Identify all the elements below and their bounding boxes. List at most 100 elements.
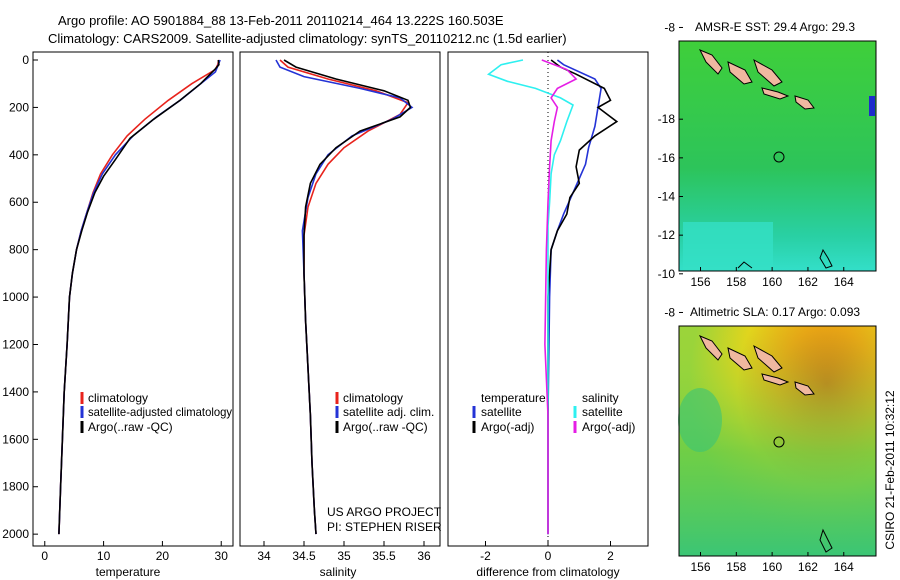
y-tick-label: 1400 xyxy=(2,385,29,399)
island xyxy=(727,347,753,371)
sst-missing-patch xyxy=(869,96,875,116)
map-y-tick-label: -8 xyxy=(664,305,675,319)
difference-legend: temperature satellite Argo(-adj) salinit… xyxy=(472,391,635,434)
x-tick-label: -2 xyxy=(480,549,491,563)
coast-outline xyxy=(737,261,753,269)
x-tick-label: 34 xyxy=(257,549,271,563)
sla-map-title: Altimetric SLA: 0.17 Argo: 0.093 xyxy=(690,305,860,319)
sst-map: AMSR-E SST: 29.4 Argo: 29.3 -8-10-12-14-… xyxy=(664,20,877,289)
island xyxy=(794,381,815,396)
series-line-argo xyxy=(58,59,220,535)
series-line-climatology xyxy=(279,59,410,535)
legend-climatology: climatology xyxy=(343,391,403,405)
map-x-tick-label: 164 xyxy=(834,275,854,289)
legend-satellite: satellite adj. clim. xyxy=(343,405,434,419)
legend-argo: Argo(..raw -QC) xyxy=(88,420,173,434)
map-x-tick-label: 156 xyxy=(690,560,710,574)
map-y-tick-label: -10 xyxy=(658,267,676,281)
coast-outline xyxy=(819,248,833,269)
y-tick-label: 400 xyxy=(9,148,29,162)
salinity-legend: climatology satellite adj. clim. Argo(..… xyxy=(335,391,434,434)
y-tick-label: 200 xyxy=(9,100,29,114)
x-tick-label: 35.5 xyxy=(372,549,396,563)
island xyxy=(753,344,783,373)
annotation-pi: PI: STEPHEN RISER xyxy=(327,520,442,534)
header-line2: Climatology: CARS2009. Satellite-adjuste… xyxy=(48,31,567,46)
legend-temp-argo: Argo(-adj) xyxy=(481,420,534,434)
argo-location-marker xyxy=(773,151,785,163)
series-line-salinity-argo xyxy=(541,59,578,535)
map-x-tick-label: 156 xyxy=(690,275,710,289)
sla-map-frame xyxy=(678,325,877,557)
sst-map-title: AMSR-E SST: 29.4 Argo: 29.3 xyxy=(695,20,855,34)
y-tick-label: 800 xyxy=(9,243,29,257)
legend-climatology: climatology xyxy=(88,391,148,405)
temperature-xlabel: temperature xyxy=(96,565,161,579)
y-tick-label: 2000 xyxy=(2,527,29,541)
y-tick-label: 600 xyxy=(9,195,29,209)
salinity-panel: 34 34.5 35 35.5 36 salinity US ARGO PROJECT … xyxy=(239,51,442,579)
legend-sal-satellite: satellite xyxy=(582,405,623,419)
sst-cool-patch xyxy=(683,222,773,271)
island xyxy=(753,58,783,87)
sst-map-frame xyxy=(678,40,877,272)
x-tick-label: 34.5 xyxy=(292,549,316,563)
map-x-tick-label: 158 xyxy=(726,560,746,574)
y-tick-label: 1600 xyxy=(2,432,29,446)
map-x-tick-label: 162 xyxy=(798,560,818,574)
sla-islands xyxy=(698,335,815,396)
temperature-axes-frame xyxy=(32,51,234,547)
map-x-tick-label: 160 xyxy=(762,275,782,289)
legend-satellite: satellite-adjusted climatology xyxy=(88,405,232,419)
island xyxy=(727,61,753,85)
island xyxy=(794,95,815,110)
map-y-tick-label: -8 xyxy=(664,20,675,34)
island xyxy=(698,49,723,75)
legend-temp-satellite: satellite xyxy=(481,405,522,419)
header-line1: Argo profile: AO 5901884_88 13-Feb-2011 … xyxy=(58,13,504,28)
annotation-project: US ARGO PROJECT xyxy=(327,505,442,519)
map-x-tick-label: 160 xyxy=(762,560,782,574)
y-tick-label: 1000 xyxy=(2,290,29,304)
argo-location-marker xyxy=(773,436,785,448)
y-tick-label: 0 xyxy=(22,53,29,67)
legend-sal-argo: Argo(-adj) xyxy=(582,420,635,434)
x-tick-label: 30 xyxy=(215,549,229,563)
island xyxy=(761,87,790,100)
island xyxy=(761,373,790,386)
x-tick-label: 0 xyxy=(41,549,48,563)
map-x-tick-label: 164 xyxy=(834,560,854,574)
x-tick-label: 0 xyxy=(545,549,552,563)
temperature-panel: 0 10 20 30 0 200 400 600 800 1000 1200 1400 1600 1800… xyxy=(2,51,234,579)
x-tick-label: 35 xyxy=(337,549,351,563)
legend-argo: Argo(..raw -QC) xyxy=(343,420,428,434)
difference-xlabel: difference from climatology xyxy=(476,565,619,579)
series-line-argo xyxy=(283,59,412,535)
sla-low-anomaly xyxy=(678,388,722,452)
sla-map: Altimetric SLA: 0.17 Argo: 0.093 -8 -10 -1… xyxy=(658,112,877,574)
series-line-salinity-satellite xyxy=(486,59,574,535)
map-y-tick-label: -16 xyxy=(658,151,676,165)
map-x-tick-label: 158 xyxy=(726,275,746,289)
legend-salinity-title: salinity xyxy=(582,391,619,405)
y-tick-label: 1200 xyxy=(2,337,29,351)
y-tick-label: 1800 xyxy=(2,480,29,494)
sst-islands xyxy=(698,49,815,110)
x-tick-label: 20 xyxy=(156,549,170,563)
series-line-satellite xyxy=(275,59,414,535)
map-y-tick-label: -14 xyxy=(658,190,676,204)
x-tick-label: 10 xyxy=(97,549,111,563)
legend-temperature-title: temperature xyxy=(481,391,546,405)
map-y-tick-label: -12 xyxy=(658,228,676,242)
island xyxy=(698,335,723,361)
temperature-legend: climatology satellite-adjusted climatolo… xyxy=(80,391,232,434)
series-line-temperature-argo xyxy=(547,59,619,535)
map-x-tick-label: 162 xyxy=(798,275,818,289)
footer-credit: CSIRO 21-Feb-2011 10:32:12 xyxy=(883,390,897,550)
difference-panel: -2 0 2 difference from climatology xyxy=(447,51,649,579)
coast-outline xyxy=(819,528,833,553)
salinity-axes-frame xyxy=(239,51,441,547)
series-line-temperature-satellite xyxy=(547,59,602,535)
map-y-tick-label: -18 xyxy=(658,112,676,126)
